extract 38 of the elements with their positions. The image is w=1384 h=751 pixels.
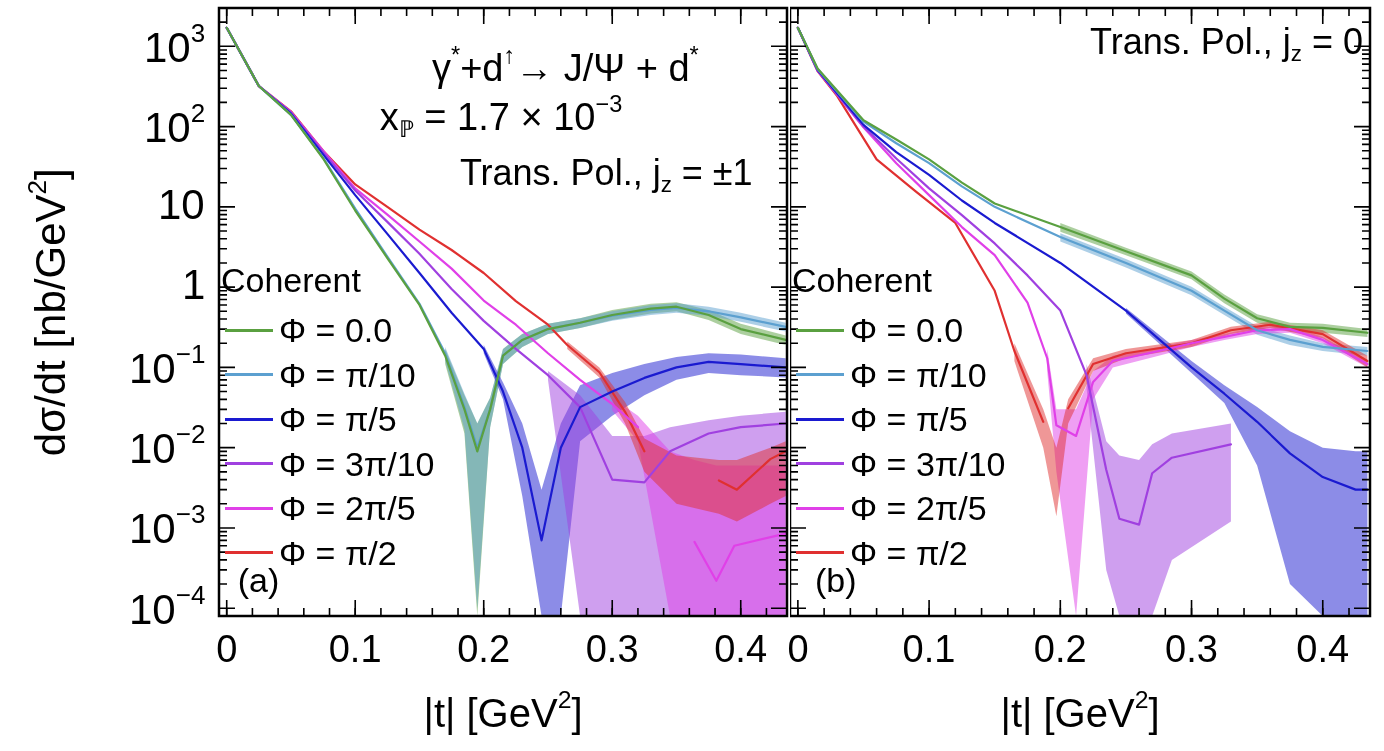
- x-tick-label: 0.4: [1296, 628, 1350, 670]
- legend-label: Φ = π/10: [850, 355, 987, 394]
- y-tick-label: 10$^{−4}$: [129, 579, 206, 633]
- y-tick-label: 10: [158, 180, 205, 228]
- annotation: γ$^{*}$+d$^{↑}$→ J/Ψ + d$^{*}$: [431, 41, 699, 89]
- y-tick-label: 10$^{−3}$: [129, 499, 206, 552]
- annotation: Trans. Pol., j$_{z}$ = 0: [1090, 20, 1363, 66]
- annotation: x$_{ℙ}$ = 1.7 × 10$^{−3}$: [379, 91, 623, 143]
- y-tick-label: 10$^{−1}$: [129, 338, 206, 392]
- legend-label: Φ = 3π/10: [850, 444, 1006, 483]
- annotation: Trans. Pol., j$_{z}$ = ±1: [459, 151, 753, 197]
- legend-label: Φ = 2π/5: [279, 489, 416, 528]
- x-tick-label: 0.3: [585, 628, 639, 670]
- x-axis-title: |t| [GeV$^{2}$]: [1000, 686, 1160, 735]
- legend-label: Φ = π/10: [279, 355, 416, 394]
- x-tick-label: 0.2: [457, 628, 511, 670]
- legend-label: Φ = π/2: [279, 533, 397, 572]
- legend-label: Φ = 0.0: [850, 311, 964, 350]
- y-tick-label: 1: [182, 261, 206, 309]
- legend-label: Φ = π/5: [279, 400, 397, 439]
- legend-label: Φ = 2π/5: [850, 489, 987, 528]
- x-tick-label: 0.1: [328, 628, 382, 670]
- x-tick-label: 0.3: [1165, 628, 1218, 670]
- legend-title: Coherent: [221, 261, 361, 300]
- y-tick-label: 10$^{2}$: [144, 98, 206, 151]
- x-tick-label: 0.2: [1033, 628, 1087, 670]
- x-tick-label: 0.4: [714, 628, 768, 670]
- y-tick-label: 10$^{−2}$: [129, 419, 206, 472]
- legend-label: Φ = 3π/10: [279, 444, 435, 483]
- y-tick-label: 10$^{3}$: [144, 17, 206, 71]
- x-tick-label: 0: [216, 628, 238, 670]
- annotation: (a): [237, 560, 280, 599]
- legend-title: Coherent: [792, 261, 932, 300]
- x-tick-label: 0.1: [902, 628, 956, 670]
- x-tick-label: 0: [787, 628, 809, 670]
- x-axis-title: |t| [GeV$^{2}$]: [423, 686, 583, 735]
- legend-label: Φ = 0.0: [279, 311, 393, 350]
- legend-label: Φ = π/5: [850, 400, 968, 439]
